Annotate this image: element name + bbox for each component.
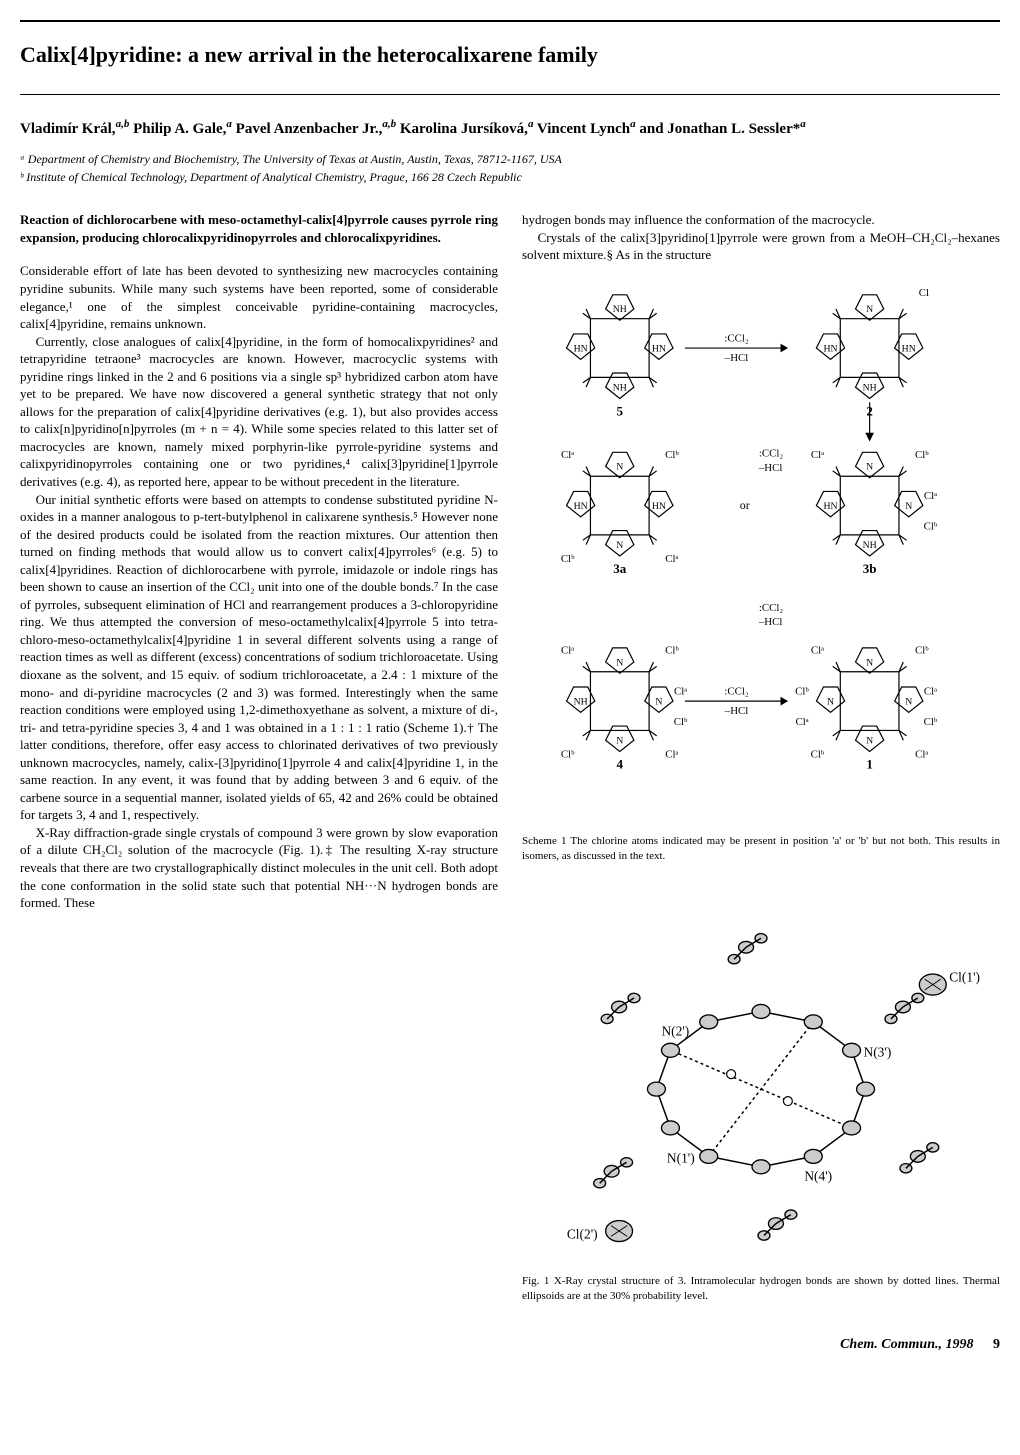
- svg-text:3a: 3a: [613, 561, 627, 576]
- scheme-1-svg: NHHNNHHN5:CCl₂–HClNHNNHHNCl2:CCl₂–HClNHN…: [522, 272, 1000, 826]
- svg-text:Clᵃ: Clᵃ: [561, 644, 574, 656]
- svg-text:N: N: [616, 462, 623, 473]
- svg-text:Clᵃ: Clᵃ: [674, 686, 687, 698]
- svg-text:3b: 3b: [863, 561, 877, 576]
- svg-text:1: 1: [866, 756, 873, 771]
- svg-text:N: N: [616, 657, 623, 668]
- svg-text:Clᵇ: Clᵇ: [674, 716, 688, 728]
- svg-text:Clᵃ: Clᵃ: [811, 644, 824, 656]
- svg-text:N: N: [616, 735, 623, 746]
- svg-text:–HCl: –HCl: [724, 352, 749, 364]
- svg-text:4: 4: [617, 756, 624, 771]
- body-para: Our initial synthetic efforts were based…: [20, 491, 498, 824]
- abstract: Reaction of dichlorocarbene with meso-oc…: [20, 211, 498, 246]
- svg-text:HN: HN: [652, 501, 666, 512]
- svg-text:HN: HN: [574, 343, 588, 354]
- svg-text:5: 5: [617, 403, 624, 418]
- scheme-1: NHHNNHHN5:CCl₂–HClNHNNHHNCl2:CCl₂–HClNHN…: [522, 272, 1000, 826]
- svg-text:Clᵇ: Clᵇ: [915, 644, 929, 656]
- svg-text:NH: NH: [613, 382, 627, 393]
- svg-text::CCl₂: :CCl₂: [759, 602, 784, 614]
- svg-text:Clᵇ: Clᵇ: [665, 644, 679, 656]
- svg-text:N(1'): N(1'): [667, 1150, 695, 1165]
- scheme-1-caption: Scheme 1 The chlorine atoms indicated ma…: [522, 834, 1000, 864]
- affiliation-a: ᵃ Department of Chemistry and Biochemist…: [20, 151, 1000, 167]
- body-para: hydrogen bonds may influence the conform…: [522, 211, 1000, 229]
- svg-text:N: N: [827, 696, 834, 707]
- svg-text:N: N: [866, 304, 873, 315]
- svg-text:NH: NH: [863, 540, 877, 551]
- svg-text:NH: NH: [863, 382, 877, 393]
- svg-text:or: or: [740, 498, 750, 512]
- svg-text:N: N: [655, 696, 662, 707]
- svg-text:Cl(1'): Cl(1'): [949, 969, 980, 984]
- paper-title: Calix[4]pyridine: a new arrival in the h…: [20, 40, 1000, 70]
- svg-text:Clᵃ: Clᵃ: [924, 686, 937, 698]
- page-footer: Chem. Commun., 1998 9: [20, 1336, 1000, 1355]
- svg-text:Clᵇ: Clᵇ: [924, 520, 938, 532]
- svg-text:Clᵃ: Clᵃ: [561, 449, 574, 461]
- svg-text:N: N: [616, 540, 623, 551]
- page-number: 9: [993, 1337, 1000, 1352]
- svg-text:Clᵃ: Clᵃ: [915, 749, 928, 761]
- svg-text:N(2'): N(2'): [661, 1023, 689, 1038]
- figure-1-svg: Cl(1') Cl(2') N(2') N(1') N(3') N(4'): [522, 880, 1000, 1268]
- svg-text:Cl: Cl: [919, 287, 929, 299]
- svg-text:HN: HN: [823, 343, 837, 354]
- affiliation-b: ᵇ Institute of Chemical Technology, Depa…: [20, 169, 1000, 185]
- svg-text:Cl(2'): Cl(2'): [567, 1226, 598, 1241]
- svg-text:HN: HN: [823, 501, 837, 512]
- svg-text:N: N: [866, 735, 873, 746]
- body-para: Currently, close analogues of calix[4]py…: [20, 333, 498, 491]
- body-para: X-Ray diffraction-grade single crystals …: [20, 824, 498, 912]
- svg-text:Clᵇ: Clᵇ: [811, 749, 825, 761]
- svg-text:NH: NH: [574, 696, 588, 707]
- right-column: hydrogen bonds may influence the conform…: [522, 211, 1000, 1319]
- svg-text::CCl₂: :CCl₂: [724, 332, 749, 344]
- svg-text::CCl₂: :CCl₂: [724, 686, 749, 698]
- svg-text:NH: NH: [613, 304, 627, 315]
- body-para: Crystals of the calix[3]pyridino[1]pyrro…: [522, 229, 1000, 264]
- svg-text:Clᵇ: Clᵇ: [561, 553, 575, 565]
- svg-text:Clᵃ: Clᵃ: [665, 749, 678, 761]
- svg-text:–HCl: –HCl: [758, 616, 783, 628]
- authors-line: Vladimír Král,a,b Philip A. Gale,a Pavel…: [20, 117, 1000, 139]
- svg-text:Clᵇ: Clᵇ: [915, 449, 929, 461]
- svg-text:HN: HN: [574, 501, 588, 512]
- body-para: Considerable effort of late has been dev…: [20, 262, 498, 332]
- svg-text:HN: HN: [902, 343, 916, 354]
- svg-text:–HCl: –HCl: [758, 462, 783, 474]
- figure-1: Cl(1') Cl(2') N(2') N(1') N(3') N(4'): [522, 880, 1000, 1268]
- svg-text:Clᵇ: Clᵇ: [795, 686, 809, 698]
- svg-text:N: N: [905, 696, 912, 707]
- svg-text:N: N: [905, 501, 912, 512]
- svg-text:HN: HN: [652, 343, 666, 354]
- journal-name: Chem. Commun., 1998: [840, 1337, 973, 1352]
- svg-text:Clᵃ: Clᵃ: [811, 449, 824, 461]
- svg-text:N(4'): N(4'): [804, 1168, 832, 1183]
- svg-text:Clᵇ: Clᵇ: [665, 449, 679, 461]
- svg-text:Clᵇ: Clᵇ: [924, 716, 938, 728]
- left-column: Reaction of dichlorocarbene with meso-oc…: [20, 211, 498, 1319]
- svg-text:Clᵃ: Clᵃ: [796, 716, 809, 728]
- svg-text:–HCl: –HCl: [724, 705, 749, 717]
- svg-text:N(3'): N(3'): [864, 1044, 892, 1059]
- svg-text::CCl₂: :CCl₂: [759, 448, 784, 460]
- figure-1-caption: Fig. 1 X-Ray crystal structure of 3. Int…: [522, 1274, 1000, 1304]
- svg-text:N: N: [866, 657, 873, 668]
- svg-text:N: N: [866, 462, 873, 473]
- svg-text:Clᵃ: Clᵃ: [924, 490, 937, 502]
- svg-text:Clᵃ: Clᵃ: [665, 553, 678, 565]
- svg-text:Clᵇ: Clᵇ: [561, 749, 575, 761]
